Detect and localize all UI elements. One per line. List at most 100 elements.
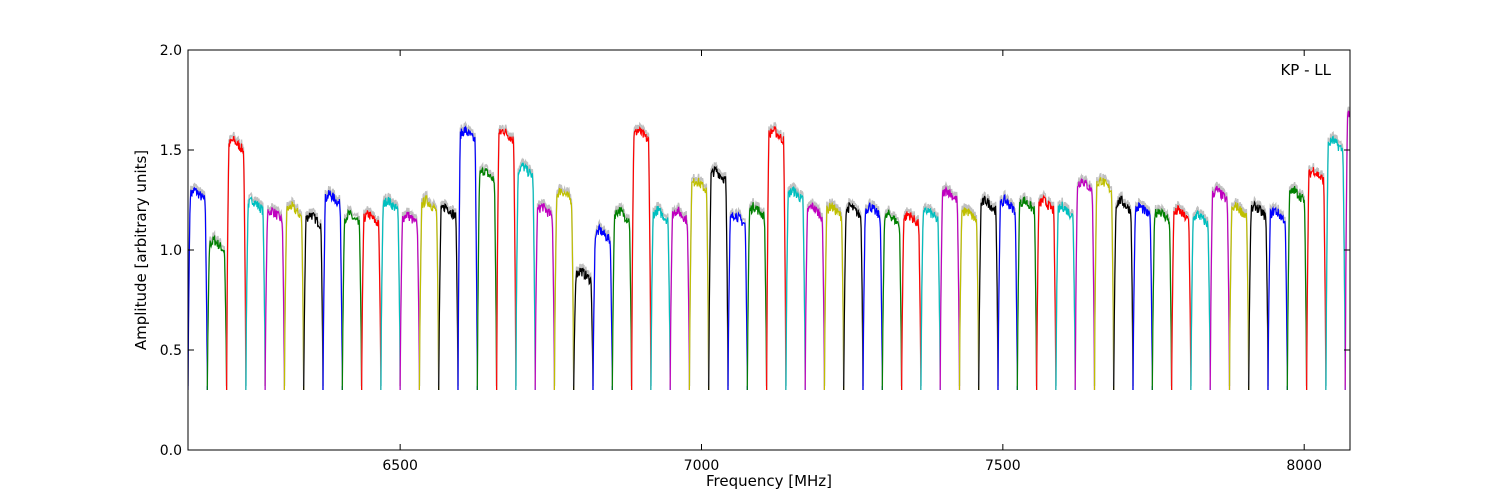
channel-trace-41: [978, 195, 999, 391]
channel-trace-25: [669, 206, 690, 391]
channel-trace-19: [553, 187, 575, 391]
reference-trace-61: [1365, 112, 1384, 386]
reference-trace-14: [457, 120, 479, 387]
channel-trace-58: [1306, 167, 1327, 391]
reference-trace-32: [804, 198, 826, 387]
channel-trace-57: [1286, 186, 1308, 391]
reference-trace-2: [225, 131, 247, 387]
channel-trace-56: [1267, 205, 1288, 391]
channel-trace-39: [939, 185, 961, 391]
channel-trace-30: [766, 125, 787, 391]
reference-trace-10: [380, 192, 401, 387]
channel-trace-33: [823, 202, 845, 391]
reference-trace-31: [785, 182, 806, 387]
reference-trace-7: [322, 185, 344, 387]
reference-trace-0: [188, 182, 209, 387]
channel-trace-26: [688, 177, 710, 391]
reference-trace-60: [1344, 101, 1350, 387]
channel-trace-42: [997, 193, 1018, 391]
channel-trace-44: [1036, 194, 1057, 391]
reference-trace-36: [881, 205, 903, 387]
reference-trace-57: [1286, 182, 1308, 387]
reference-trace-4: [264, 203, 286, 387]
channel-trace-48: [1113, 195, 1134, 391]
reference-trace-1: [206, 229, 228, 387]
channel-trace-8: [341, 208, 363, 391]
reference-trace-29: [746, 198, 768, 387]
channel-trace-47: [1093, 176, 1115, 391]
channel-trace-4: [264, 207, 285, 391]
channel-trace-46: [1074, 177, 1096, 391]
channel-trace-55: [1248, 200, 1269, 391]
x-tick-label-2: 7500: [985, 458, 1021, 474]
reference-trace-59: [1325, 131, 1346, 387]
x-tick-label-3: 8000: [1286, 458, 1322, 474]
channel-trace-0: [188, 186, 208, 391]
channel-trace-34: [843, 202, 864, 391]
y-tick-label-4: 2.0: [160, 43, 182, 59]
y-tick-label-1: 0.5: [160, 343, 182, 359]
series-layer: [188, 101, 1384, 391]
reference-trace-50: [1151, 203, 1173, 387]
channel-trace-14: [457, 125, 478, 391]
channel-trace-13: [438, 203, 459, 391]
channel-trace-16: [496, 128, 517, 391]
channel-trace-10: [380, 196, 401, 391]
channel-trace-59: [1325, 135, 1346, 391]
channel-trace-40: [958, 207, 980, 391]
reference-trace-38: [920, 201, 941, 387]
channel-trace-31: [785, 186, 806, 391]
x-tick-label-0: 6500: [382, 458, 418, 474]
y-tick-label-2: 1.0: [160, 243, 182, 259]
channel-trace-17: [515, 161, 536, 391]
channel-trace-7: [322, 190, 343, 391]
channel-trace-24: [650, 205, 671, 391]
tick-layer: 6500 7000 7500 8000 0.0 0.5 1.0 1.5 2.0: [160, 43, 1350, 474]
channel-trace-29: [746, 202, 768, 391]
reference-trace-11: [399, 207, 421, 387]
channel-trace-27: [708, 166, 729, 391]
reference-trace-19: [553, 183, 575, 387]
channel-trace-12: [418, 194, 440, 391]
reference-trace-15: [476, 161, 498, 387]
channel-trace-37: [901, 211, 922, 391]
channel-trace-60: [1344, 105, 1350, 391]
channel-trace-2: [226, 135, 247, 391]
channel-trace-50: [1151, 207, 1173, 391]
channel-trace-15: [476, 166, 498, 391]
channel-trace-20: [573, 267, 594, 391]
channel-trace-53: [1209, 185, 1231, 391]
y-tick-label-0: 0.0: [160, 443, 182, 459]
plot-background: [188, 50, 1350, 450]
channel-trace-23: [631, 126, 652, 391]
channel-trace-45: [1055, 201, 1076, 391]
channel-trace-1: [206, 234, 228, 391]
channel-trace-36: [881, 209, 903, 391]
channel-trace-61: [1365, 116, 1384, 390]
channel-trace-5: [283, 200, 305, 391]
channel-trace-18: [534, 202, 555, 391]
channel-trace-9: [361, 210, 382, 391]
x-axis-title: Frequency [MHz]: [706, 472, 832, 490]
channel-trace-3: [245, 196, 266, 391]
channel-trace-32: [804, 202, 825, 391]
reference-trace-43: [1016, 192, 1038, 387]
reference-trace-42: [997, 189, 1019, 387]
y-axis-title: Amplitude [arbitrary units]: [132, 150, 150, 350]
channel-trace-43: [1016, 196, 1038, 391]
channel-trace-35: [862, 202, 883, 391]
channel-trace-22: [611, 206, 633, 391]
channel-trace-6: [303, 211, 324, 391]
reference-trace-6: [302, 207, 324, 387]
channel-trace-52: [1190, 209, 1211, 391]
channel-trace-49: [1132, 201, 1153, 391]
annotation-label: KP - LL: [1280, 61, 1331, 79]
reference-trace-18: [534, 198, 556, 387]
channel-trace-28: [727, 211, 748, 391]
reference-trace-17: [515, 157, 536, 387]
x-tick-label-1: 7000: [684, 458, 720, 474]
channel-trace-54: [1228, 202, 1250, 391]
channel-trace-11: [399, 211, 420, 391]
channel-trace-51: [1171, 205, 1192, 391]
